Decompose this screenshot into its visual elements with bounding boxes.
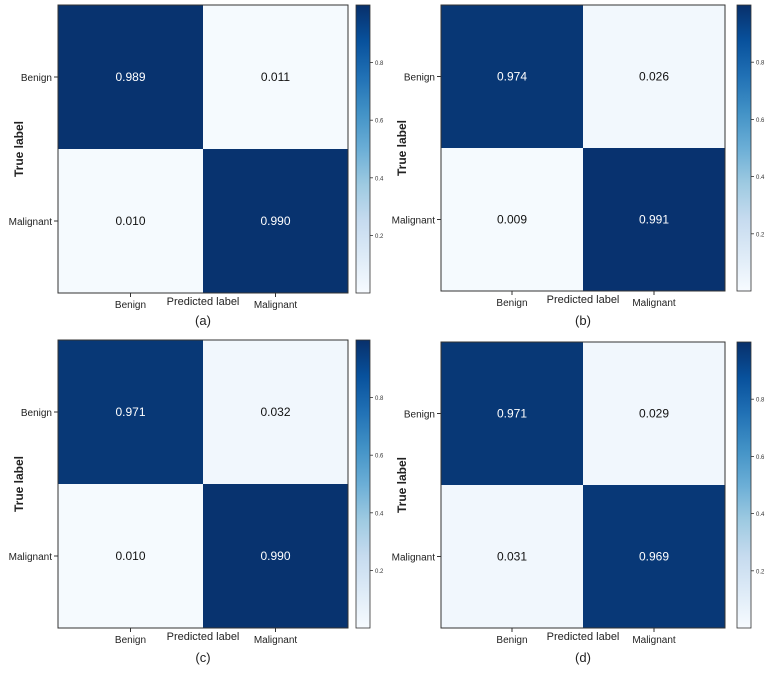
matrix-cell [583,5,725,148]
x-tick-label: Benign [115,635,146,646]
confusion-matrix-panel-1: 0.989 0.011 0.010 0.990 Benign Malignant Benig… [9,4,384,328]
matrix-frame [57,4,349,294]
cell-value-label: 0.971 [497,407,527,421]
colorbar-tick-label: 0.6 [756,118,765,124]
x-tick-label: Malignant [632,635,676,646]
x-axis-title: Predicted label [167,296,240,308]
cell-value-label: 0.969 [639,550,669,564]
x-axis-title: Predicted label [547,294,620,306]
colorbar-tick-label: 0.4 [756,512,765,518]
matrix-cell [203,484,348,628]
y-axis-title: True label [395,457,409,513]
panel-label: (c) [195,650,210,665]
y-tick-label: Malignant [392,553,436,564]
matrix-cell [58,5,203,149]
colorbar-tick-label: 0.6 [375,119,384,125]
cell-value-label: 0.010 [115,214,145,228]
matrix-cell [203,5,348,149]
matrix-cell [58,484,203,628]
y-tick-label: Malignant [9,552,53,563]
x-tick-label: Malignant [254,635,298,646]
cell-value-label: 0.010 [115,549,145,563]
cell-value-label: 0.032 [260,405,290,419]
matrix-cell [583,485,725,628]
panel-label: (b) [575,313,591,328]
colorbar [355,4,371,294]
matrix-cell [203,340,348,484]
x-axis-title: Predicted label [167,631,240,643]
cell-value-label: 0.031 [497,550,527,564]
colorbar-tick-label: 0.2 [375,234,384,240]
matrix-cell [441,342,583,485]
x-tick-label: Benign [496,298,527,309]
cell-value-label: 0.991 [639,213,669,227]
cell-value-label: 0.990 [260,549,290,563]
matrix-cell [441,148,583,291]
colorbar-tick-label: 0.6 [375,454,384,460]
y-tick-label: Benign [404,410,435,421]
matrix-cell [58,340,203,484]
matrix-frame [57,339,349,629]
confusion-matrix-panel-3: 0.971 0.032 0.010 0.990 Benign Malignant Benig… [9,339,384,665]
y-axis-title: True label [12,121,26,177]
colorbar [736,341,752,629]
panel-label: (a) [195,313,211,328]
cell-value-label: 0.974 [497,70,527,84]
colorbar-tick-label: 0.2 [756,569,765,575]
colorbar-tick-label: 0.8 [756,398,765,404]
matrix-cell [583,342,725,485]
colorbar-tick-label: 0.6 [756,455,765,461]
matrix-cell [58,149,203,293]
y-axis-title: True label [12,456,26,512]
matrix-frame [440,341,726,629]
colorbar-tick-label: 0.2 [756,232,765,238]
x-axis-title: Predicted label [547,631,620,643]
colorbar-tick-label: 0.4 [756,175,765,181]
y-axis-title: True label [395,120,409,176]
colorbar-tick-label: 0.2 [375,569,384,575]
panel-label: (d) [575,650,591,665]
colorbar-tick-label: 0.4 [375,176,384,182]
y-tick-label: Malignant [392,216,436,227]
matrix-cell [441,5,583,148]
y-tick-label: Benign [404,73,435,84]
cell-value-label: 0.026 [639,70,669,84]
cell-value-label: 0.009 [497,213,527,227]
matrix-cell [441,485,583,628]
matrix-cell [583,148,725,291]
colorbar-tick-label: 0.8 [375,396,384,402]
confusion-matrix-panel-2: 0.974 0.026 0.009 0.991 Benign Malignant Benig… [392,4,765,328]
colorbar [736,4,752,292]
y-tick-label: Malignant [9,217,53,228]
cell-value-label: 0.029 [639,407,669,421]
colorbar-tick-label: 0.8 [375,61,384,67]
cell-value-label: 0.989 [115,70,145,84]
x-tick-label: Malignant [632,298,676,309]
colorbar [355,339,371,629]
y-tick-label: Benign [21,73,52,84]
y-tick-label: Benign [21,408,52,419]
matrix-frame [440,4,726,292]
confusion-matrix-panel-4: 0.971 0.029 0.031 0.969 Benign Malignant Benig… [392,341,765,665]
cell-value-label: 0.011 [261,70,290,84]
colorbar-tick-label: 0.8 [756,61,765,67]
x-tick-label: Benign [115,300,146,311]
x-tick-label: Malignant [254,300,298,311]
colorbar-tick-label: 0.4 [375,511,384,517]
cell-value-label: 0.990 [260,214,290,228]
cell-value-label: 0.971 [115,405,145,419]
matrix-cell [203,149,348,293]
x-tick-label: Benign [496,635,527,646]
